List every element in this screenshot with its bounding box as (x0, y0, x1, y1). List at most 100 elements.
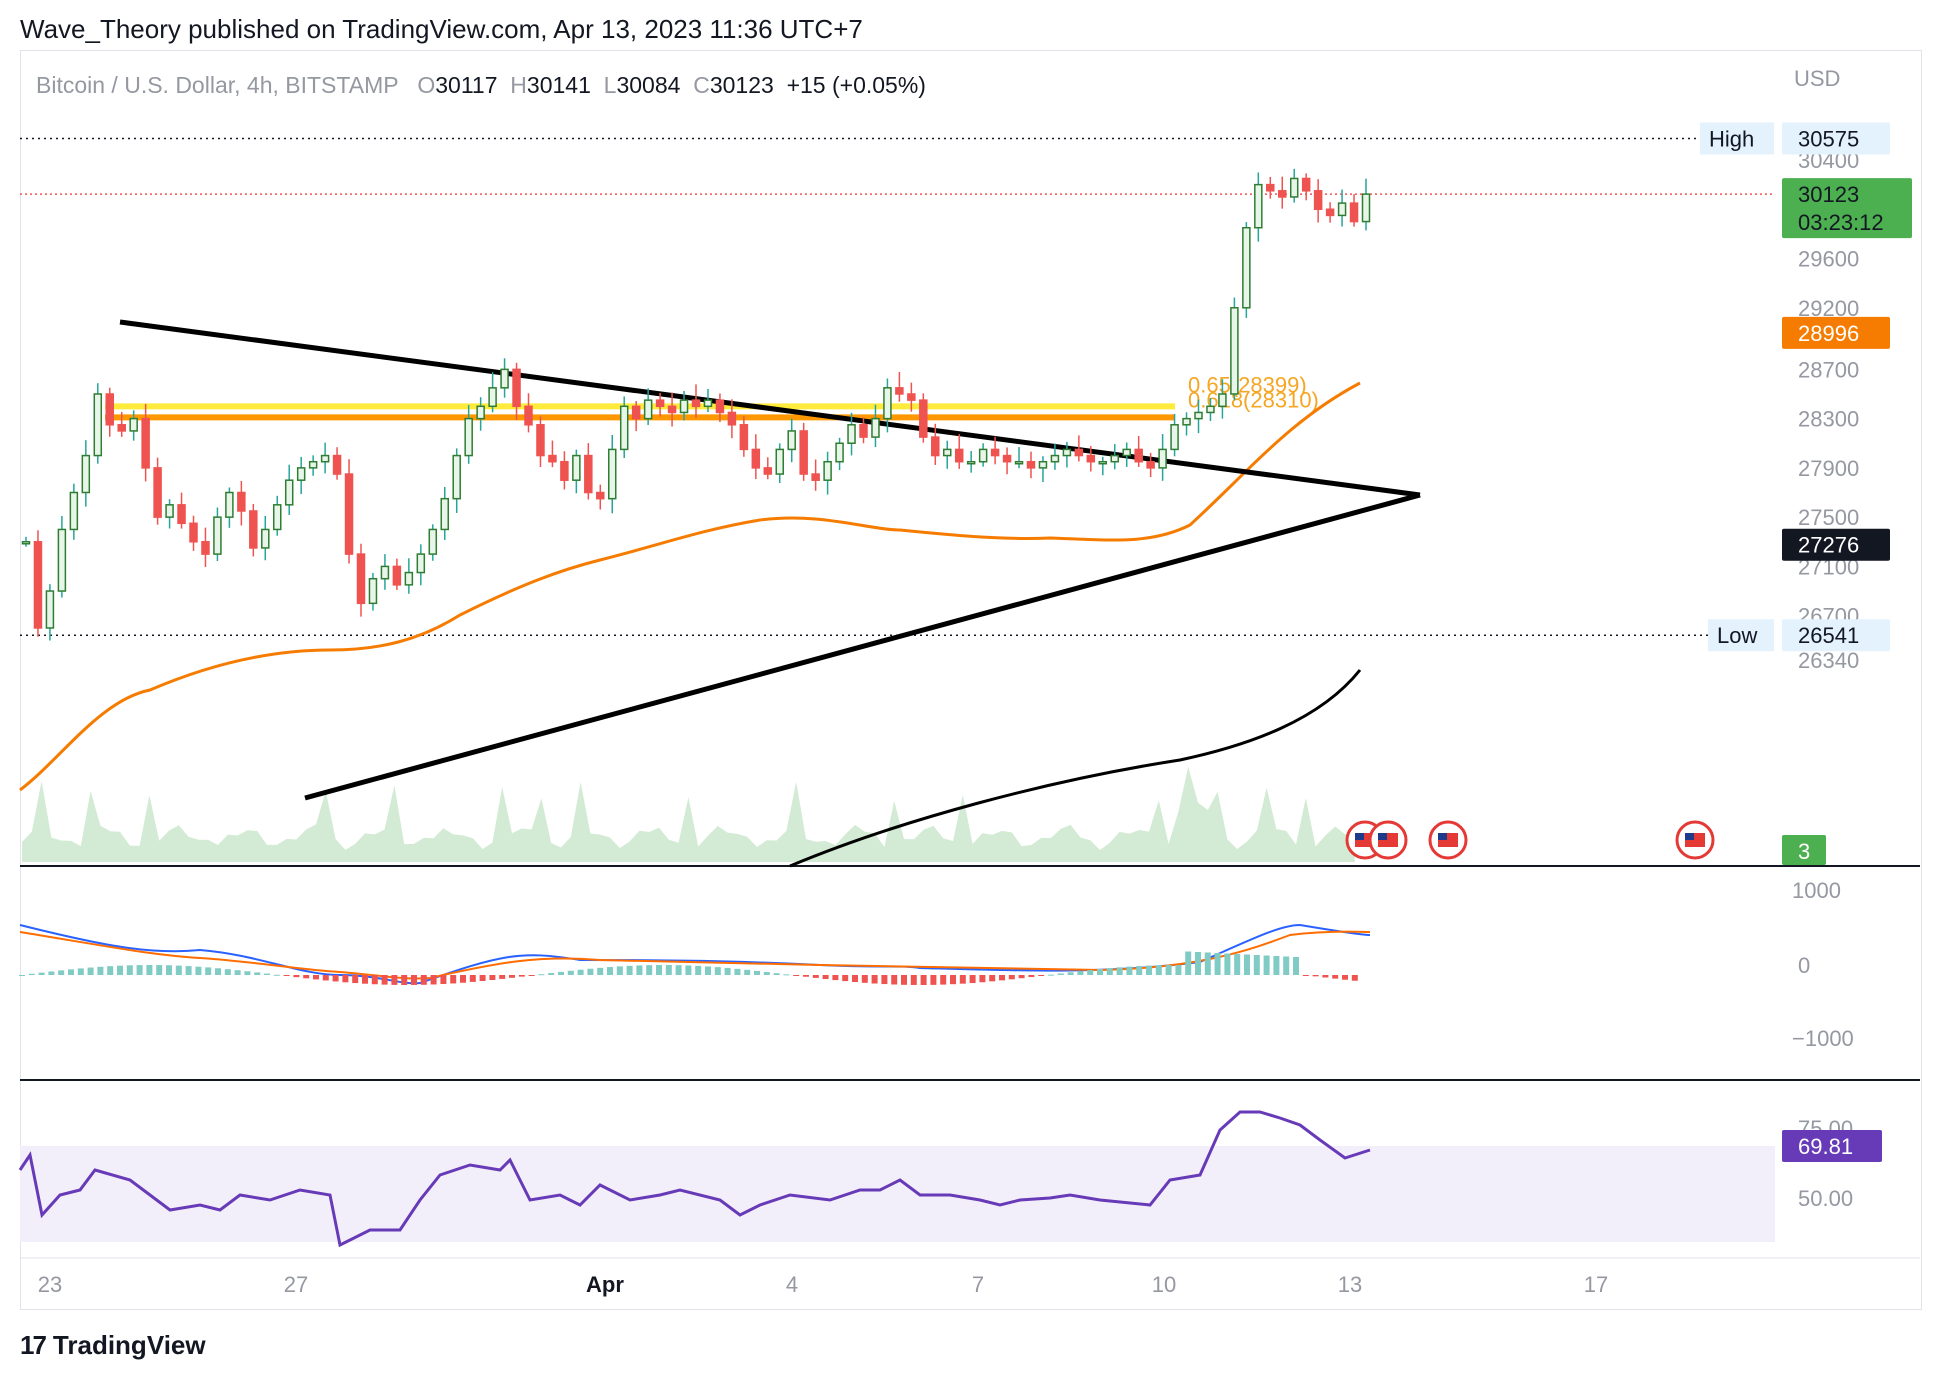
us-flag-canton (1355, 833, 1364, 840)
macd-histogram-bar (509, 975, 515, 978)
volume-area (22, 766, 1355, 862)
candle-body (1182, 417, 1191, 426)
us-flag-canton (1438, 833, 1447, 840)
candle-body (667, 405, 677, 414)
macd-histogram-bar (773, 973, 780, 975)
symbol-name[interactable]: Bitcoin / U.S. Dollar, 4h, BITSTAMP (36, 72, 399, 98)
macd-histogram-bar (597, 967, 604, 975)
candle-body (966, 460, 976, 465)
ema-fast-badge-text: 28996 (1798, 321, 1859, 346)
candle-body (165, 504, 174, 518)
macd-histogram-bar (1283, 956, 1290, 975)
macd-histogram-bar (979, 975, 986, 983)
macd-histogram-bar (1097, 969, 1103, 975)
price-tick-label: 29600 (1798, 247, 1859, 272)
currency-label: USD (1794, 66, 1841, 91)
us-flag-canton (1378, 833, 1387, 840)
macd-histogram-bar (303, 975, 310, 979)
macd-histogram-bar (166, 965, 172, 975)
macd-histogram-bar (185, 966, 192, 975)
candle-body (464, 417, 473, 457)
macd-histogram-bar (77, 968, 84, 975)
candle-body (81, 454, 91, 494)
ema-slow-line (789, 669, 1362, 868)
chart-frame[interactable] (20, 50, 1922, 1310)
candle-body (560, 460, 569, 481)
candle-body (1170, 424, 1179, 451)
macd-histogram-bar (48, 971, 55, 975)
macd-histogram-bar (852, 975, 858, 982)
macd-histogram-bar (920, 975, 927, 985)
macd-histogram-bar (901, 975, 907, 985)
macd-histogram-bar (146, 965, 153, 975)
macd-histogram-bar (656, 965, 662, 975)
price-tick-label: 27900 (1798, 456, 1859, 481)
macd-histogram-bar (861, 975, 868, 983)
macd-histogram-bar (1253, 955, 1260, 975)
ema-slow-badge-text: 27276 (1798, 533, 1859, 558)
macd-histogram-bar (1195, 952, 1201, 975)
macd-histogram-bar (1048, 974, 1054, 976)
candle-body (1014, 460, 1024, 465)
candle-body (608, 448, 617, 500)
macd-histogram-bar (685, 965, 692, 975)
candle-body (524, 405, 533, 426)
macd-histogram-bar (989, 975, 996, 982)
macd-histogram-bar (1087, 970, 1094, 975)
candle-body (296, 467, 306, 481)
candle-body (380, 565, 390, 580)
candle-body (1086, 454, 1096, 463)
macd-histogram-bar (215, 968, 221, 975)
rsi-value-badge-bg (1782, 1130, 1882, 1162)
candle-body (1313, 190, 1323, 211)
candle-body (308, 460, 318, 469)
macd-histogram-bar (1293, 957, 1299, 975)
rsi-band (20, 1146, 1775, 1242)
macd-histogram-bar (1136, 966, 1143, 975)
time-tick-label: 13 (1338, 1272, 1362, 1297)
macd-histogram-bar (607, 967, 613, 975)
macd-histogram-bar (58, 970, 65, 975)
macd-histogram-bar (205, 967, 212, 975)
macd-histogram-bar (322, 975, 329, 981)
macd-line (19, 923, 1371, 985)
macd-histogram-bar (724, 967, 731, 975)
macd-histogram-bar (646, 965, 653, 975)
macd-histogram-bar (420, 975, 427, 985)
low-key: L (603, 72, 617, 98)
volume-badge-bg (1782, 835, 1826, 865)
macd-histogram-bar (577, 969, 584, 975)
macd-histogram-bar (558, 971, 564, 975)
close-value: 30123 (709, 72, 774, 98)
candle-body (344, 473, 354, 555)
candle-body (512, 368, 521, 408)
candle-body (775, 448, 784, 475)
macd-histogram-bar (479, 975, 486, 981)
candle-body (500, 368, 509, 389)
candle-body (201, 541, 210, 555)
publisher-header: Wave_Theory published on TradingView.com… (20, 14, 863, 44)
macd-histogram-bar (812, 975, 819, 978)
macd-histogram-bar (705, 966, 711, 975)
candle-body (129, 417, 138, 432)
candle-body (727, 411, 737, 426)
macd-histogram-bar (803, 975, 809, 977)
time-tick-label: 4 (786, 1272, 798, 1297)
macd-histogram-bar (528, 975, 535, 976)
macd-histogram-bar (430, 975, 437, 985)
macd-histogram-bar (1008, 975, 1015, 980)
candle-body (1146, 460, 1155, 469)
candle-body (225, 491, 234, 518)
time-tick-label: 7 (972, 1272, 984, 1297)
candle-body (883, 387, 892, 420)
last-price-badge-text: 30123 (1798, 182, 1859, 207)
macd-histogram-bar (1028, 975, 1035, 978)
candle-body (1206, 405, 1215, 414)
candle-body (787, 430, 796, 451)
macd-histogram-bar (1155, 965, 1162, 975)
price-tick-label: 29200 (1798, 296, 1859, 321)
macd-histogram-bar (264, 973, 270, 975)
macd-histogram-bar (1234, 954, 1241, 975)
high-key: H (510, 72, 527, 98)
